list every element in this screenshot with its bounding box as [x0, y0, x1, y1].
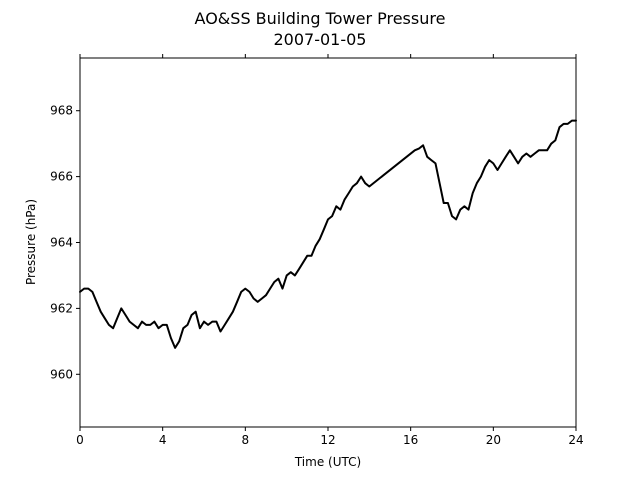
x-axis: 0 4 8 12 16 20 24 — [76, 54, 584, 447]
axes-frame — [79, 57, 577, 428]
pressure-line — [79, 119, 577, 349]
y-tick-label: 960 — [50, 367, 73, 381]
chart-subtitle: 2007-01-05 — [274, 30, 367, 49]
y-axis: 960 962 964 966 968 — [50, 104, 80, 381]
y-tick-label: 968 — [50, 104, 73, 118]
x-tick-label: 24 — [568, 433, 583, 447]
x-tick-label: 0 — [76, 433, 84, 447]
x-tick-label: 4 — [159, 433, 167, 447]
y-tick-label: 962 — [50, 301, 73, 315]
x-tick-label: 8 — [242, 433, 250, 447]
x-tick-label: 16 — [403, 433, 418, 447]
x-tick-label: 12 — [320, 433, 335, 447]
x-tick-label: 20 — [486, 433, 501, 447]
y-axis-label: Pressure (hPa) — [24, 199, 38, 285]
chart-title: AO&SS Building Tower Pressure — [195, 9, 446, 28]
y-tick-label: 966 — [50, 170, 73, 184]
y-tick-label: 964 — [50, 236, 73, 250]
x-axis-label: Time (UTC) — [294, 455, 361, 469]
